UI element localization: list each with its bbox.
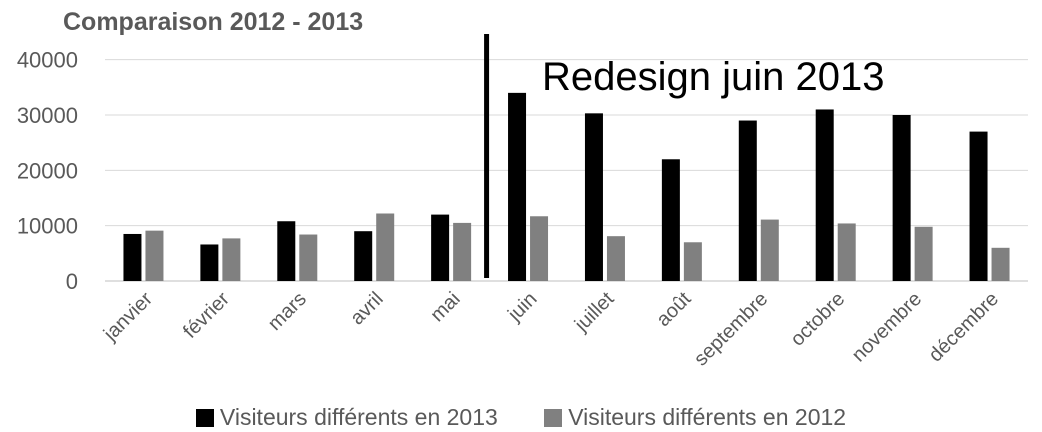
- y-axis-ticks: 0 10000 20000 30000 40000: [17, 48, 78, 294]
- bar-2012-février: [222, 238, 241, 281]
- bar-2013-avril: [354, 231, 373, 281]
- bar-2013-février: [200, 244, 219, 281]
- x-axis-ticks: janvier février mars avril mai juin juillet aoû…: [99, 288, 1003, 371]
- legend-swatch-2012: [544, 409, 563, 427]
- y-tick-label: 30000: [17, 103, 78, 128]
- bar-chart: 0 10000 20000 30000 40000 janvier février mars…: [17, 34, 1028, 371]
- bar-2013-mai: [431, 214, 450, 281]
- x-tick-label: mai: [426, 288, 464, 326]
- y-tick-label: 0: [66, 269, 78, 294]
- x-tick-label: avril: [346, 288, 387, 329]
- bar-2012-avril: [376, 213, 395, 281]
- x-tick-label: janvier: [99, 288, 157, 346]
- bar-2012-mai: [453, 222, 472, 281]
- x-tick-label: septembre: [690, 288, 772, 370]
- x-tick-label: mars: [264, 288, 311, 335]
- x-tick-label: août: [652, 288, 695, 331]
- legend-label-2012: Visiteurs différents en 2012: [568, 404, 847, 430]
- gridlines: [105, 59, 1028, 282]
- x-tick-label: novembre: [848, 288, 926, 366]
- chart-title: Comparaison 2012 - 2013: [63, 8, 364, 36]
- bar-2013-juillet: [584, 113, 603, 281]
- legend-item-2013: Visiteurs différents en 2013: [195, 404, 498, 431]
- legend-label-2013: Visiteurs différents en 2013: [219, 404, 498, 430]
- bar-2012-décembre: [991, 247, 1010, 281]
- bar-2012-juillet: [606, 236, 625, 281]
- y-tick-label: 10000: [17, 214, 78, 239]
- bar-2013-septembre: [738, 120, 757, 282]
- y-tick-label: 20000: [17, 158, 78, 183]
- bar-2013-juin: [508, 92, 527, 281]
- bar-2012-janvier: [145, 230, 164, 281]
- bar-2012-octobre: [837, 223, 856, 281]
- legend: Visiteurs différents en 2013 Visiteurs d…: [0, 404, 1042, 431]
- bar-2013-janvier: [123, 233, 142, 281]
- bar-2013-mars: [277, 221, 296, 281]
- x-tick-label: juillet: [570, 288, 619, 337]
- legend-swatch-2013: [195, 409, 214, 427]
- bar-2013-octobre: [815, 109, 834, 281]
- x-tick-label: juin: [503, 288, 541, 326]
- bar-2012-novembre: [914, 226, 933, 281]
- x-tick-label: décembre: [925, 288, 1003, 366]
- x-tick-label: février: [179, 288, 234, 343]
- bars: [123, 92, 1010, 282]
- y-tick-label: 40000: [17, 48, 78, 73]
- bar-2012-mars: [299, 234, 318, 281]
- legend-item-2012: Visiteurs différents en 2012: [544, 404, 846, 431]
- bar-2012-août: [683, 242, 702, 281]
- x-tick-label: octobre: [787, 288, 850, 351]
- bar-2012-septembre: [760, 219, 779, 281]
- bar-2012-juin: [530, 216, 549, 281]
- redesign-annotation: Redesign juin 2013: [542, 55, 884, 99]
- bar-2013-novembre: [892, 115, 911, 281]
- bar-2013-août: [661, 159, 680, 281]
- bar-2013-décembre: [969, 131, 988, 281]
